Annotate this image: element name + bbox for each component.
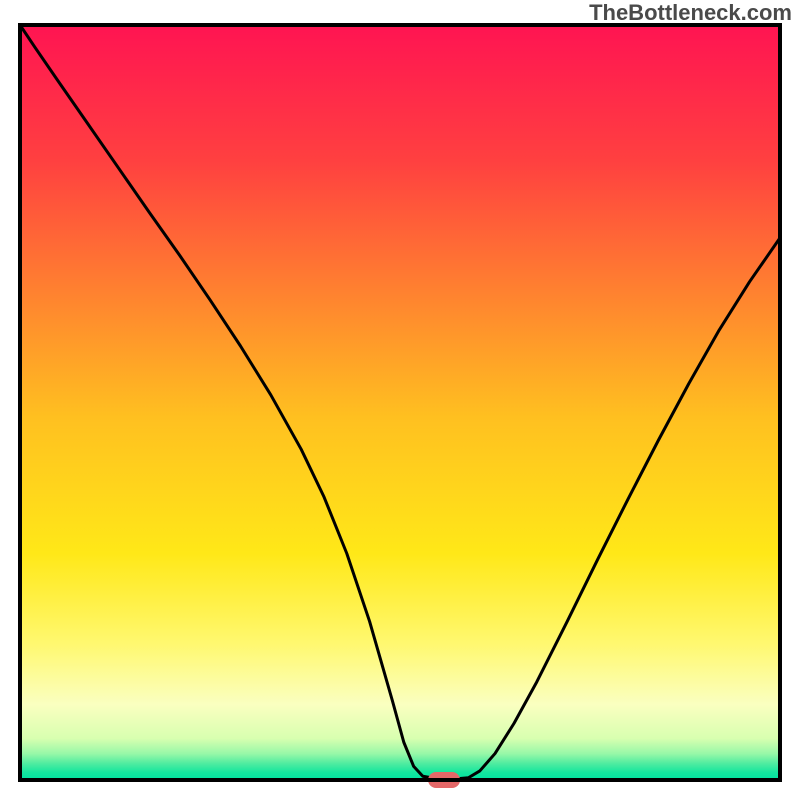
bottleneck-chart (0, 0, 800, 800)
chart-container: TheBottleneck.com (0, 0, 800, 800)
watermark-text: TheBottleneck.com (589, 0, 792, 26)
gradient-background (20, 25, 780, 780)
